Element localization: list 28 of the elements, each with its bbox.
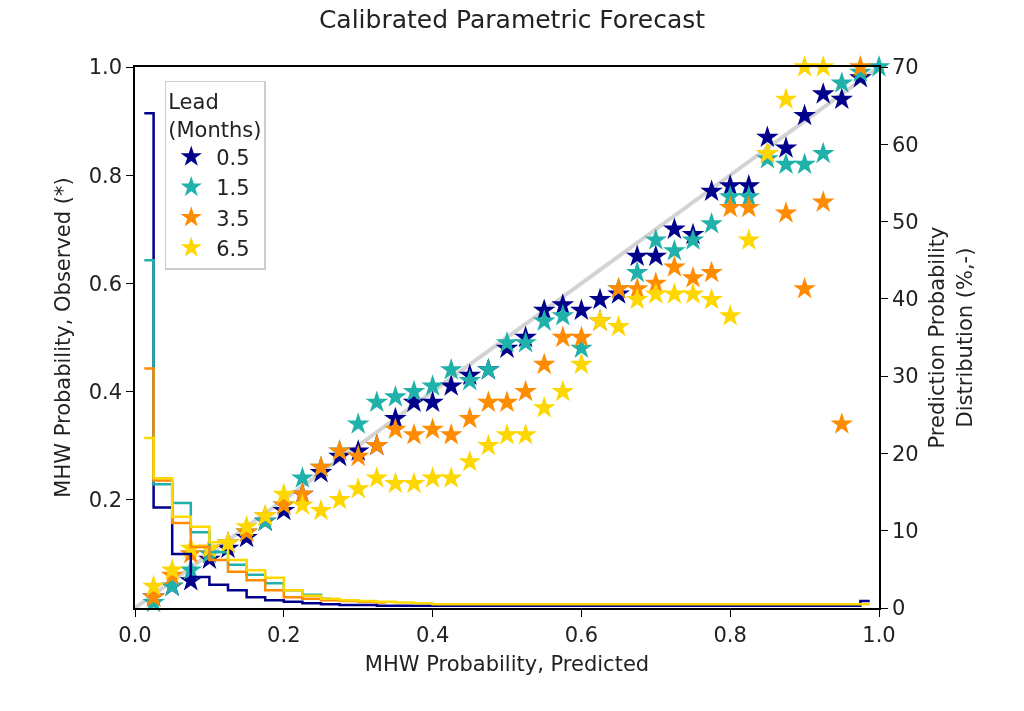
legend-label: 3.5 [216, 206, 250, 231]
y2-tick-label: 20 [891, 441, 919, 466]
x-tick-label: 0.2 [267, 622, 301, 647]
y2-tick-label: 30 [891, 364, 919, 389]
x-tick-label: 0.0 [118, 622, 152, 647]
legend-label: 6.5 [216, 236, 250, 261]
x-tick-label: 0.8 [713, 622, 747, 647]
y-tick-label: 1.0 [88, 55, 123, 80]
x-axis-title: MHW Probability, Predicted [364, 651, 650, 676]
chart-title: Calibrated Parametric Forecast [318, 5, 706, 35]
y-tick-label: 0.4 [88, 379, 123, 404]
y2-tick-label: 0 [891, 596, 906, 621]
y2-tick-label: 10 [891, 519, 919, 544]
y-tick-label: 0.2 [88, 488, 123, 513]
y2-tick-label: 60 [891, 132, 919, 157]
legend-label: 1.5 [216, 176, 250, 201]
y-axis-title: MHW Probability, Observed (*) [51, 177, 76, 498]
y2-tick-label: 50 [891, 209, 919, 234]
y-tick-label: 0.8 [88, 163, 123, 188]
legend-title: Lead (Months) [168, 90, 262, 142]
x-tick-label: 0.4 [415, 622, 450, 647]
y2-tick-label: 70 [891, 55, 919, 80]
y2-tick-label: 40 [891, 287, 919, 312]
y-tick-label: 0.6 [88, 271, 123, 296]
legend-label: 0.5 [216, 145, 250, 170]
y2-axis-title: Prediction Probability Distribution (%,-) [925, 226, 977, 449]
x-tick-label: 0.6 [564, 622, 599, 647]
x-tick-label: 1.0 [862, 622, 896, 647]
